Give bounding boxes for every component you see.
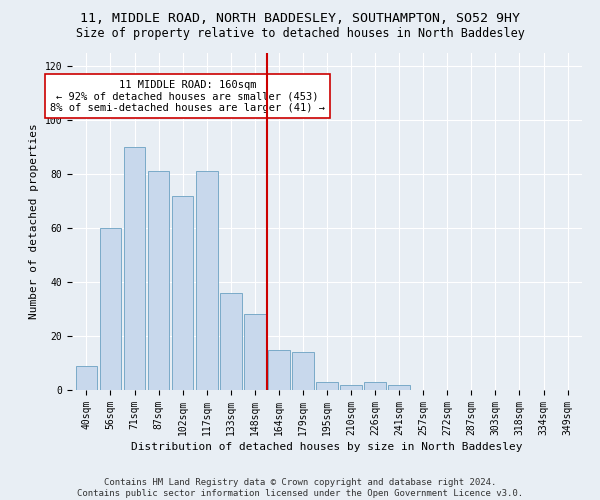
Bar xyxy=(268,350,290,390)
Text: Size of property relative to detached houses in North Baddesley: Size of property relative to detached ho… xyxy=(76,28,524,40)
Bar xyxy=(316,382,338,390)
Bar xyxy=(172,196,193,390)
Text: 11 MIDDLE ROAD: 160sqm
← 92% of detached houses are smaller (453)
8% of semi-det: 11 MIDDLE ROAD: 160sqm ← 92% of detached… xyxy=(50,80,325,112)
Bar xyxy=(148,172,169,390)
Bar xyxy=(100,228,121,390)
Bar xyxy=(76,366,97,390)
Text: Contains HM Land Registry data © Crown copyright and database right 2024.
Contai: Contains HM Land Registry data © Crown c… xyxy=(77,478,523,498)
Bar xyxy=(388,384,410,390)
Bar xyxy=(340,384,362,390)
Bar xyxy=(196,172,218,390)
Bar xyxy=(244,314,266,390)
Bar xyxy=(124,147,145,390)
Y-axis label: Number of detached properties: Number of detached properties xyxy=(29,124,39,319)
Bar xyxy=(292,352,314,390)
Bar xyxy=(364,382,386,390)
X-axis label: Distribution of detached houses by size in North Baddesley: Distribution of detached houses by size … xyxy=(131,442,523,452)
Bar xyxy=(220,293,242,390)
Text: 11, MIDDLE ROAD, NORTH BADDESLEY, SOUTHAMPTON, SO52 9HY: 11, MIDDLE ROAD, NORTH BADDESLEY, SOUTHA… xyxy=(80,12,520,26)
